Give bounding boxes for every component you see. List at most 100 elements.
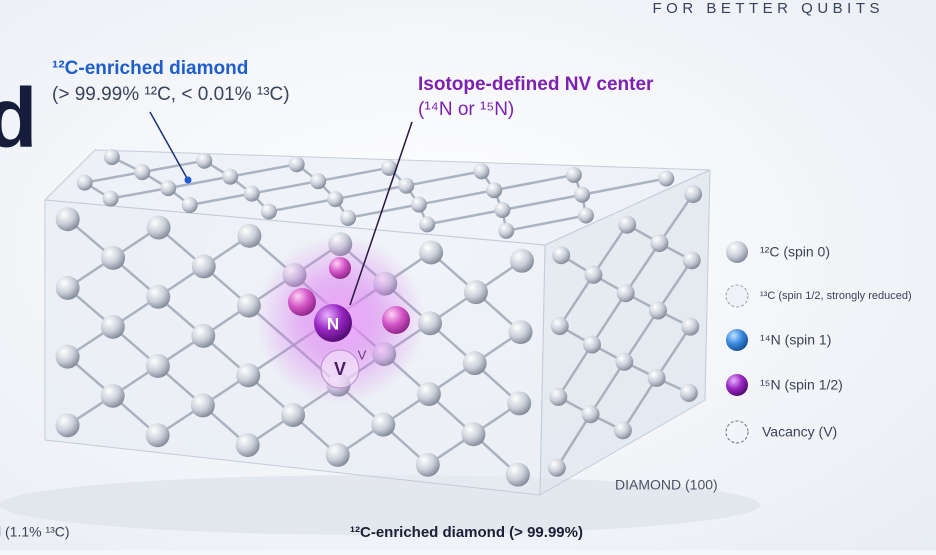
- atom: [398, 177, 415, 194]
- atom: [613, 421, 632, 440]
- title-fragment: d: [0, 71, 37, 165]
- bond: [557, 343, 594, 398]
- atom: [55, 207, 80, 232]
- bond: [493, 173, 575, 192]
- atom: [288, 288, 316, 316]
- atom: [616, 284, 635, 303]
- atom: [679, 383, 698, 402]
- bond: [506, 214, 587, 233]
- bond: [335, 184, 407, 201]
- atom: [684, 185, 703, 204]
- atom: [146, 215, 171, 240]
- bond: [317, 166, 390, 183]
- atom: [100, 314, 125, 339]
- legend-label: ¹⁴N (spin 1): [760, 332, 831, 348]
- atom: [473, 163, 490, 180]
- atom: [381, 159, 398, 176]
- callout-detail: (¹⁴N or ¹⁵N): [418, 99, 514, 120]
- legend-label: ¹³C (spin 1/2, strongly reduced): [760, 290, 912, 302]
- bond: [656, 259, 693, 312]
- bond: [555, 413, 592, 469]
- atom: [486, 182, 503, 199]
- atom: [190, 393, 215, 418]
- atom: [235, 433, 260, 458]
- bond: [658, 193, 695, 244]
- atom: [461, 422, 486, 447]
- atom: [584, 265, 603, 284]
- atom: [618, 215, 637, 234]
- atom: [583, 335, 601, 354]
- atom: [237, 223, 262, 248]
- atom: [682, 251, 701, 270]
- bond: [347, 203, 420, 220]
- atom: [552, 246, 571, 265]
- atom: [191, 254, 216, 279]
- atom: [574, 186, 591, 203]
- atom: [243, 185, 260, 202]
- atom: [565, 166, 582, 183]
- atom: [550, 317, 569, 336]
- atom: [260, 203, 277, 220]
- atom: [102, 190, 119, 207]
- atom: [160, 180, 177, 197]
- bond: [624, 242, 661, 294]
- bond: [623, 309, 660, 363]
- atom: [145, 353, 170, 378]
- vacancy-label: V: [358, 347, 367, 362]
- leader-line: [149, 111, 189, 181]
- bond: [167, 175, 231, 190]
- legend-swatch: [725, 284, 749, 308]
- atom: [191, 323, 216, 348]
- atom: [547, 458, 566, 477]
- bond: [418, 188, 495, 206]
- bond: [502, 193, 583, 212]
- atom: [419, 240, 444, 265]
- atom: [507, 391, 532, 416]
- atom: [236, 363, 261, 388]
- bond: [189, 192, 252, 207]
- atom: [658, 170, 675, 187]
- bond: [558, 274, 595, 327]
- vacancy-label: V: [334, 359, 346, 379]
- atom: [509, 248, 534, 273]
- atom: [340, 209, 357, 226]
- leader-line: [349, 121, 413, 306]
- bond: [426, 208, 503, 226]
- shadow: [0, 475, 760, 535]
- bond: [655, 325, 692, 379]
- callout-title: ¹²C-enriched diamond: [52, 58, 248, 79]
- atom: [463, 280, 488, 305]
- callout-detail: (> 99.99% ¹²C, < 0.01% ¹³C): [52, 84, 290, 105]
- atom: [76, 174, 93, 191]
- atom: [649, 301, 667, 320]
- legend-swatch: [726, 241, 748, 263]
- atom: [281, 403, 306, 427]
- atom: [196, 152, 213, 169]
- atom: [181, 197, 198, 214]
- atom: [103, 149, 120, 166]
- bond: [581, 177, 667, 196]
- atom: [505, 462, 530, 487]
- vacancy: [320, 349, 360, 389]
- atom: [55, 413, 80, 438]
- atom: [581, 405, 600, 424]
- bond: [142, 159, 205, 174]
- atom: [236, 293, 261, 318]
- caption: l (1.1% ¹³C): [0, 524, 70, 540]
- bond: [84, 170, 143, 184]
- legend-label: ¹⁵N (spin 1/2): [760, 377, 843, 393]
- face-label: DIAMOND (100): [615, 477, 718, 493]
- atom: [146, 284, 171, 309]
- atom: [650, 234, 669, 253]
- atom: [549, 387, 568, 406]
- atom: [462, 351, 487, 376]
- atom: [145, 423, 170, 448]
- legend-label: Vacancy (V): [762, 424, 837, 440]
- legend-swatch: [725, 420, 749, 444]
- atom: [647, 368, 666, 387]
- atom: [508, 320, 533, 345]
- caption: ¹²C-enriched diamond (> 99.99%): [350, 524, 583, 541]
- atom: [310, 173, 327, 190]
- atom: [419, 216, 436, 233]
